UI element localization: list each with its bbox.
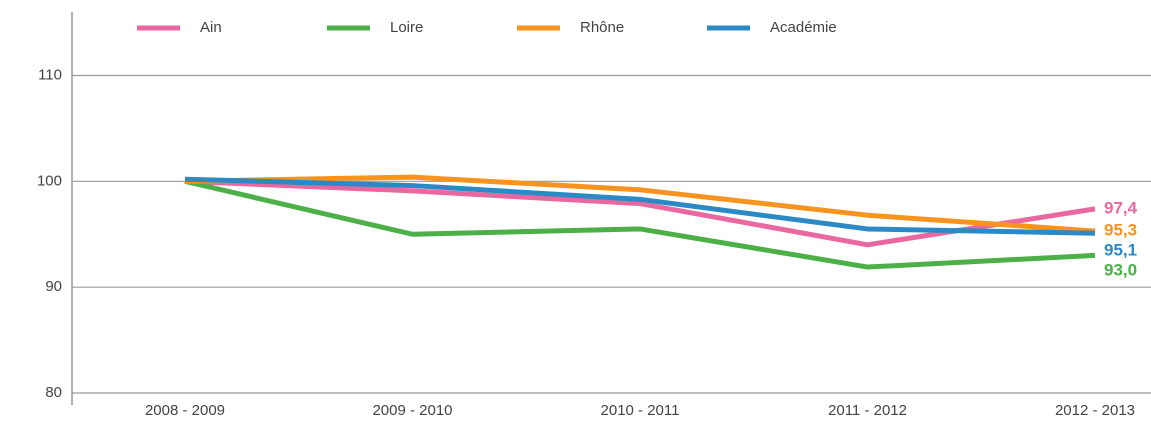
series-line	[184, 178, 1096, 270]
x-tick-label: 2010 - 2011	[601, 402, 680, 419]
data-label: 95,3	[1104, 221, 1137, 240]
legend-label: Ain	[200, 19, 222, 36]
y-tick-label: 90	[45, 278, 62, 295]
legend-label: Académie	[770, 19, 837, 36]
data-label: 93,0	[1104, 261, 1137, 280]
x-tick-label: 2012 - 2013	[1055, 402, 1135, 419]
series-line	[184, 174, 1096, 234]
data-label: 95,1	[1104, 241, 1137, 260]
legend-label: Rhône	[580, 19, 624, 36]
y-tick-label: 100	[37, 172, 62, 189]
y-tick-label: 80	[45, 384, 62, 401]
y-tick-label: 110	[38, 66, 62, 83]
x-tick-label: 2008 - 2009	[145, 402, 225, 419]
legend-label: Loire	[390, 19, 423, 36]
data-label: 97,4	[1104, 198, 1138, 217]
series-line	[184, 176, 1096, 236]
x-tick-label: 2011 - 2012	[828, 402, 907, 419]
x-tick-label: 2009 - 2010	[372, 402, 452, 419]
